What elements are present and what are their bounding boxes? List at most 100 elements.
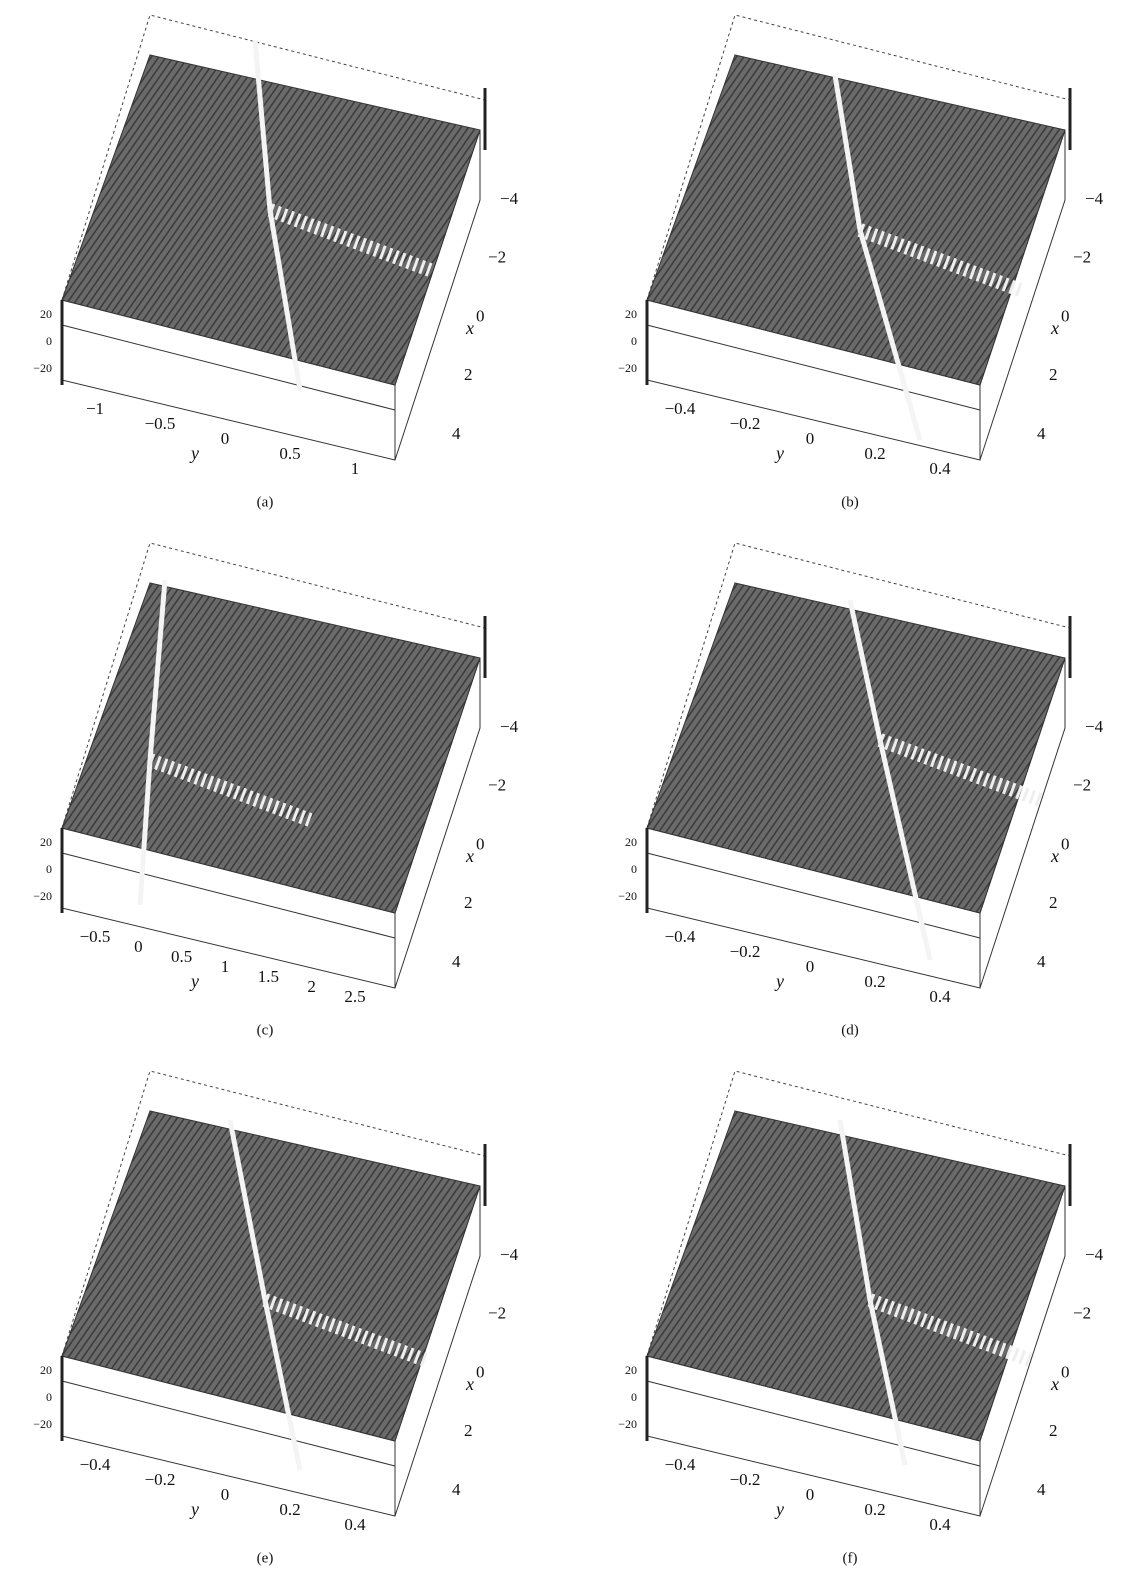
y-tick-label: −0.4 bbox=[80, 1455, 111, 1474]
y-axis-label: y bbox=[774, 443, 784, 463]
x-tick-label: 2 bbox=[464, 893, 473, 912]
caption: (a) bbox=[257, 494, 274, 510]
x-tick-label: 4 bbox=[1037, 952, 1046, 971]
y-tick-label: 0 bbox=[806, 1485, 815, 1504]
z-tick-label: 20 bbox=[625, 1363, 637, 1377]
x-axis-label: x bbox=[1050, 846, 1059, 866]
x-tick-label: 0 bbox=[1061, 306, 1070, 325]
y-tick-label: 0.2 bbox=[864, 972, 885, 991]
caption: (b) bbox=[841, 494, 859, 510]
x-axis-label: x bbox=[1050, 318, 1059, 338]
x-tick-label: 2 bbox=[1049, 365, 1058, 384]
y-tick-label: 0.4 bbox=[929, 459, 951, 478]
x-tick-label: −2 bbox=[488, 776, 506, 795]
y-tick-label: 2 bbox=[307, 977, 316, 996]
y-tick-label: −0.5 bbox=[145, 414, 176, 433]
y-axis-label: y bbox=[774, 971, 784, 991]
y-tick-label: −0.5 bbox=[80, 927, 111, 946]
y-tick-label: −0.2 bbox=[730, 1470, 761, 1489]
x-axis-label: x bbox=[465, 846, 474, 866]
y-tick-label: 0.4 bbox=[929, 1515, 951, 1534]
y-tick-label: 2.5 bbox=[344, 987, 365, 1006]
y-tick-label: −0.4 bbox=[665, 1455, 696, 1474]
y-tick-label: 1.5 bbox=[258, 967, 279, 986]
caption: (d) bbox=[841, 1022, 859, 1038]
x-tick-label: −4 bbox=[500, 717, 519, 736]
y-tick-label: 0.2 bbox=[864, 444, 885, 463]
z-tick-label: −20 bbox=[33, 889, 52, 903]
z-tick-label: 0 bbox=[631, 334, 637, 348]
y-tick-label: −0.2 bbox=[730, 942, 761, 961]
x-tick-label: 2 bbox=[1049, 893, 1058, 912]
figure: 200−20−1−0.500.51y−4−2024x(a)200−20−0.4−… bbox=[0, 0, 1134, 1588]
x-tick-label: 4 bbox=[452, 1480, 461, 1499]
x-tick-label: 0 bbox=[476, 1362, 485, 1381]
y-tick-label: −1 bbox=[86, 399, 104, 418]
y-tick-label: 0 bbox=[134, 937, 143, 956]
caption: (f) bbox=[843, 1550, 858, 1566]
y-axis-label: y bbox=[189, 443, 199, 463]
y-tick-label: 0 bbox=[221, 429, 230, 448]
z-tick-label: 20 bbox=[40, 835, 52, 849]
x-tick-label: −2 bbox=[488, 248, 506, 267]
caption: (e) bbox=[257, 1550, 274, 1566]
y-axis-label: y bbox=[189, 971, 199, 991]
x-tick-label: −2 bbox=[1073, 776, 1091, 795]
x-axis-label: x bbox=[1050, 1374, 1059, 1394]
x-tick-label: 2 bbox=[464, 365, 473, 384]
y-tick-label: 0.2 bbox=[279, 1500, 300, 1519]
z-tick-label: 0 bbox=[46, 334, 52, 348]
x-tick-label: 0 bbox=[1061, 1362, 1070, 1381]
z-tick-label: 20 bbox=[625, 835, 637, 849]
z-tick-label: 20 bbox=[40, 1363, 52, 1377]
x-tick-label: −2 bbox=[1073, 1304, 1091, 1323]
y-tick-label: −0.2 bbox=[730, 414, 761, 433]
x-tick-label: 4 bbox=[1037, 1480, 1046, 1499]
x-axis-label: x bbox=[465, 1374, 474, 1394]
x-tick-label: −4 bbox=[1085, 189, 1104, 208]
x-tick-label: 4 bbox=[452, 952, 461, 971]
z-tick-label: −20 bbox=[618, 1417, 637, 1431]
caption: (c) bbox=[257, 1022, 274, 1038]
y-tick-label: −0.4 bbox=[665, 927, 696, 946]
y-tick-label: 0.5 bbox=[171, 947, 192, 966]
y-tick-label: 0.4 bbox=[344, 1515, 366, 1534]
page: {"panels": [ {"caption": "(a)", "z_ticks… bbox=[0, 0, 1134, 1588]
x-tick-label: −4 bbox=[500, 1245, 519, 1264]
x-tick-label: −4 bbox=[1085, 717, 1104, 736]
y-tick-label: 0.5 bbox=[279, 444, 300, 463]
z-tick-label: −20 bbox=[618, 889, 637, 903]
z-tick-label: 0 bbox=[46, 1390, 52, 1404]
y-tick-label: −0.2 bbox=[145, 1470, 176, 1489]
y-tick-label: 0 bbox=[806, 957, 815, 976]
y-tick-label: 0.4 bbox=[929, 987, 951, 1006]
y-axis-label: y bbox=[774, 1499, 784, 1519]
z-tick-label: 20 bbox=[625, 307, 637, 321]
z-tick-label: 0 bbox=[631, 1390, 637, 1404]
x-tick-label: 0 bbox=[476, 834, 485, 853]
y-tick-label: 1 bbox=[221, 957, 230, 976]
x-tick-label: 2 bbox=[1049, 1421, 1058, 1440]
y-tick-label: 0.2 bbox=[864, 1500, 885, 1519]
z-tick-label: −20 bbox=[618, 361, 637, 375]
y-tick-label: 0 bbox=[806, 429, 815, 448]
y-tick-label: 1 bbox=[351, 459, 360, 478]
x-tick-label: 0 bbox=[1061, 834, 1070, 853]
x-axis-label: x bbox=[465, 318, 474, 338]
x-tick-label: −4 bbox=[500, 189, 519, 208]
x-tick-label: 2 bbox=[464, 1421, 473, 1440]
x-tick-label: 0 bbox=[476, 306, 485, 325]
z-tick-label: 0 bbox=[631, 862, 637, 876]
z-tick-label: −20 bbox=[33, 361, 52, 375]
z-tick-label: 0 bbox=[46, 862, 52, 876]
x-tick-label: −2 bbox=[488, 1304, 506, 1323]
x-tick-label: −2 bbox=[1073, 248, 1091, 267]
z-tick-label: 20 bbox=[40, 307, 52, 321]
x-tick-label: 4 bbox=[1037, 424, 1046, 443]
